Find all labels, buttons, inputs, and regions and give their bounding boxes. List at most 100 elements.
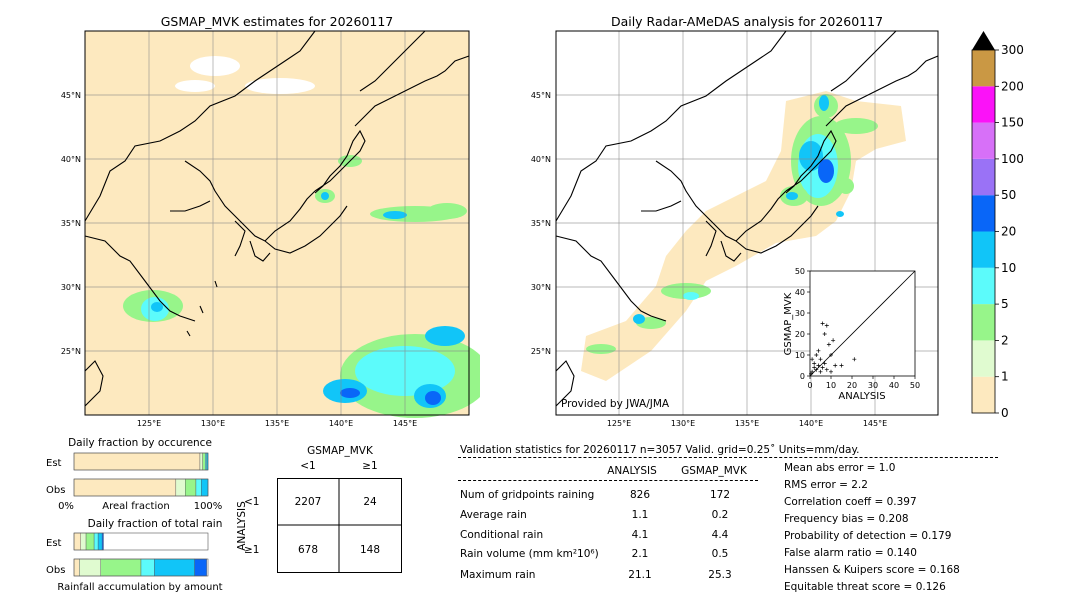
occurrence-chart: Est Obs 0% 100% Areal fraction [46, 452, 223, 512]
contingency-cell: 148 [360, 544, 380, 556]
scatter-ylabel: GSMAP_MVK [783, 292, 794, 355]
validation-gsmap-value: 4.4 [711, 529, 729, 541]
colorbar-band [972, 122, 995, 159]
fraction-bar-segment [101, 532, 104, 551]
fraction-bar-segment [202, 452, 206, 471]
colorbar-label: 50 [1001, 188, 1016, 202]
occ-xlabel: Areal fraction [102, 501, 169, 512]
validation-analysis-value: 21.1 [628, 569, 652, 581]
scatter-point [820, 321, 825, 326]
validation-analysis-value: 1.1 [631, 509, 649, 521]
scatter-x-tick-label: 40 [889, 381, 899, 390]
score-line: Frequency bias = 0.208 [784, 513, 909, 525]
fraction-bar-segment [154, 558, 195, 577]
scatter-point [812, 361, 817, 366]
colorbar-band [972, 86, 995, 123]
fraction-bar-segment [97, 532, 103, 551]
scatter-y-tick-label: 50 [795, 267, 805, 276]
contingency-col-label: <1 [300, 460, 316, 472]
contingency-cell: 2207 [295, 496, 322, 508]
fraction-bar-segment [205, 452, 207, 471]
scatter-point [822, 361, 827, 366]
fraction-bar-segment [201, 478, 209, 497]
occ-tick-100: 100% [194, 501, 223, 512]
scatter-xlabel: ANALYSIS [838, 391, 885, 402]
fraction-bar-segment [79, 558, 102, 577]
scatter-point [816, 363, 821, 368]
fraction-bar-segment [175, 478, 186, 497]
scatter-x-tick-label: 30 [868, 381, 878, 390]
colorbar-label: 0 [1001, 406, 1009, 420]
coastline [84, 30, 470, 407]
colorbar-band [972, 158, 995, 196]
scatter-point [814, 367, 819, 372]
scatter-point [818, 357, 823, 362]
data-credit: Provided by JWA/JMA [561, 398, 670, 410]
scatter-point [816, 348, 821, 353]
scatter-x-tick-label: 20 [847, 381, 857, 390]
validation-analysis-value: 4.1 [631, 529, 649, 541]
validation-row-label: Conditional rain [460, 529, 544, 541]
lat-tick: 30°N [61, 283, 81, 292]
fraction-bar-frame [73, 558, 209, 577]
validation-row-label: Maximum rain [460, 569, 536, 581]
colorbar-label: 300 [1001, 43, 1024, 57]
score-line: Probability of detection = 0.179 [784, 530, 952, 542]
lat-tick: 40°N [61, 155, 81, 164]
colorbar-band [972, 231, 995, 268]
lat-tick: 25°N [531, 347, 551, 356]
coastline [555, 30, 939, 407]
scatter-point [852, 357, 857, 362]
validation-analysis-value: 826 [629, 489, 651, 501]
scatter-x-tick-label: 0 [807, 381, 812, 390]
contingency-ylabel: ANALYSIS [236, 501, 248, 551]
colorbar-label: 100 [1001, 152, 1024, 166]
lat-tick: 30°N [531, 283, 551, 292]
validation-divider [458, 457, 998, 458]
right-map: Provided by JWA/JMA 125°E 130°E 135°E 14… [531, 30, 939, 428]
colorbar-band [972, 340, 995, 377]
total-rain-chart: Est Obs Rainfall accumulation by amount [46, 532, 223, 593]
lon-tick: 125°E [607, 419, 631, 428]
colorbar-over-arrow [972, 31, 995, 50]
score-line: Equitable threat score = 0.126 [784, 581, 946, 593]
scatter-y-tick-label: 40 [795, 288, 805, 297]
lon-tick: 145°E [393, 419, 417, 428]
fraction-bar-segment [73, 558, 80, 577]
lat-tick: 40°N [531, 155, 551, 164]
scatter-point [833, 363, 838, 368]
scatter-point [839, 363, 844, 368]
validation-row-label: Num of gridpoints raining [460, 489, 595, 501]
scatter-y-tick-label: 30 [795, 309, 805, 318]
colorbar-band [972, 50, 995, 87]
scatter-point [820, 365, 825, 370]
lon-tick: 140°E [799, 419, 823, 428]
fraction-bar-segment [194, 558, 207, 577]
lat-tick: 45°N [531, 91, 551, 100]
contingency-title: GSMAP_MVK [307, 445, 373, 457]
occ-row-label: Est [46, 458, 62, 469]
validation-gsmap-value: 0.5 [711, 548, 729, 560]
fraction-bar-frame [73, 532, 209, 551]
scatter-y-tick-label: 10 [795, 351, 805, 360]
score-line: False alarm ratio = 0.140 [784, 547, 917, 559]
scatter-point [824, 367, 829, 372]
colorbar-label: 10 [1001, 261, 1016, 275]
scatter-point [829, 353, 833, 357]
score-line: Correlation coeff = 0.397 [784, 496, 917, 508]
validation-subdivider [458, 480, 758, 481]
fraction-bar-segment [100, 558, 142, 577]
contingency-col-label: ≥1 [362, 460, 378, 472]
fraction-bar-segment [73, 478, 177, 497]
lon-tick: 130°E [671, 419, 695, 428]
colorbar-band [972, 304, 995, 341]
validation-col-header: GSMAP_MVK [681, 465, 747, 477]
occ-tick-0: 0% [58, 501, 74, 512]
map-grid [85, 31, 469, 415]
colorbar-band [972, 267, 995, 305]
left-map-title: GSMAP_MVK estimates for 20260117 [160, 14, 394, 29]
lat-tick: 35°N [61, 219, 81, 228]
contingency-row-label: ≥1 [244, 544, 260, 556]
validation-gsmap-value: 0.2 [711, 509, 729, 521]
contingency-table: 2207 24 678 148 [277, 478, 402, 573]
